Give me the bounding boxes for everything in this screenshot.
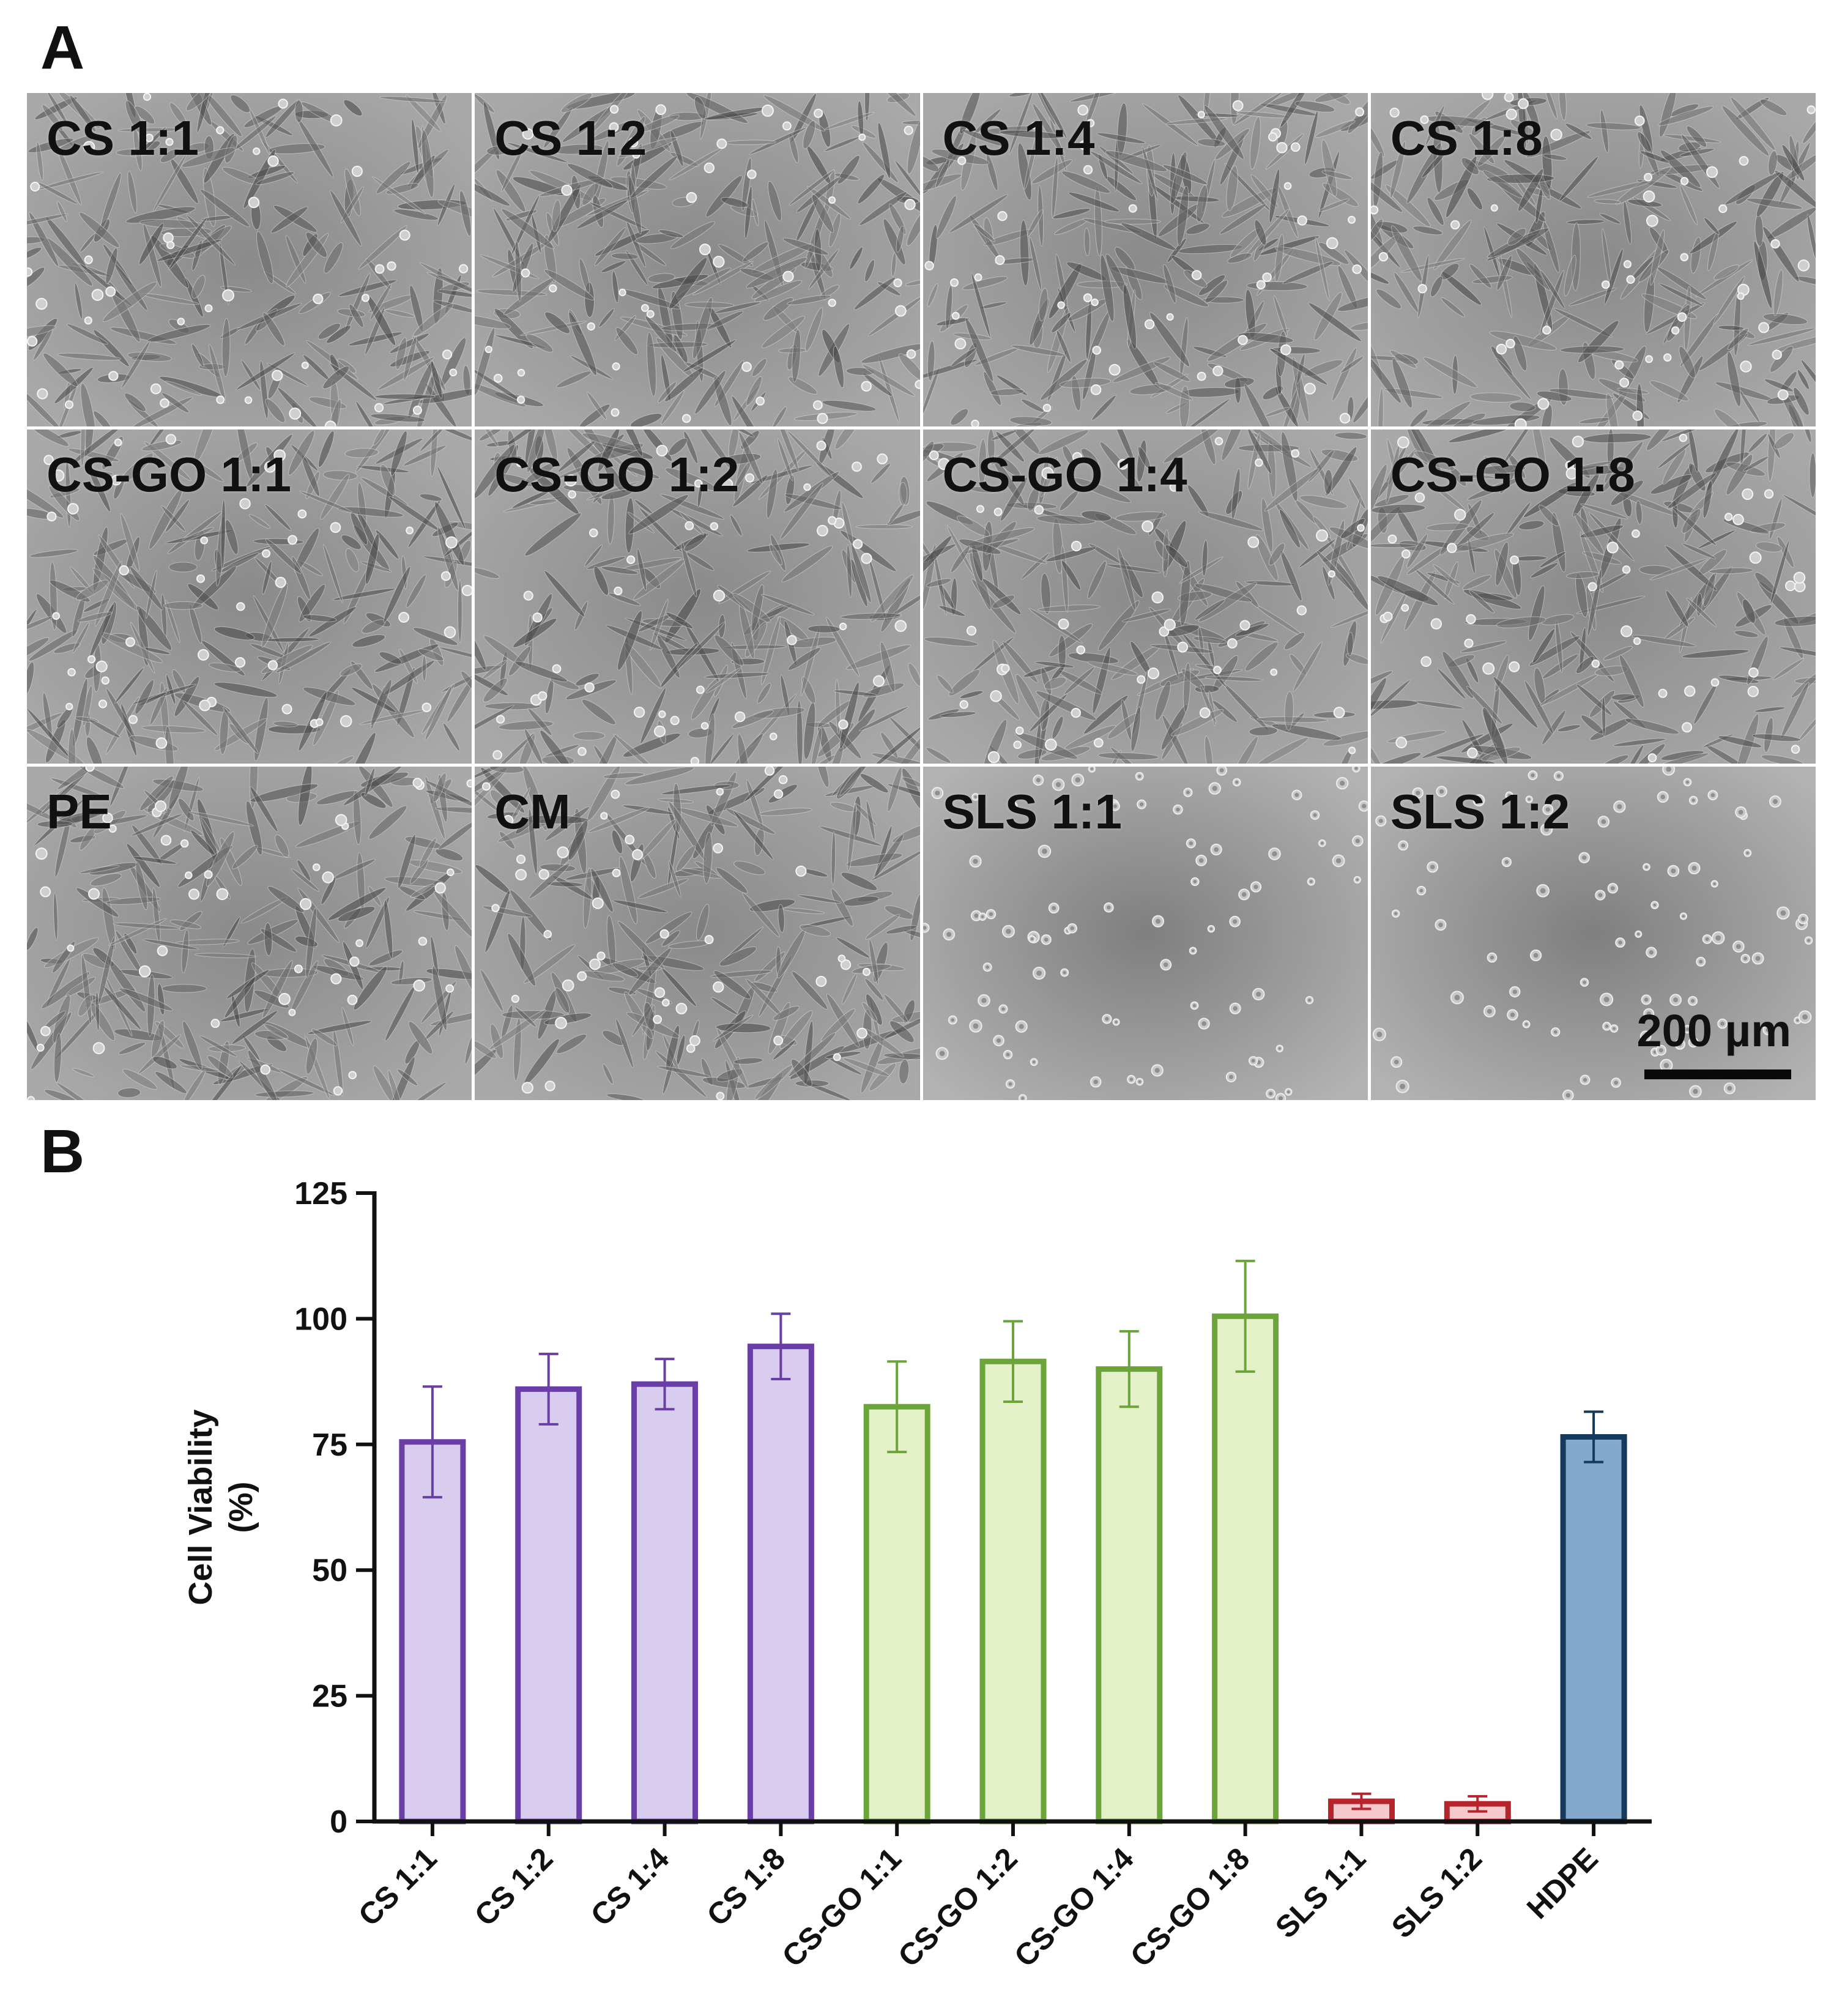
micrograph-tile: CS-GO 1:1 [27,430,472,764]
tile-label: CS 1:1 [46,111,199,165]
cell-micrograph-image [1370,93,1816,427]
bar [1096,1366,1163,1824]
cell-viability-chart: CS 1:1 CS 1:2 CS 1:4 CS 1:8 CS-GO 1:1 CS-GO 1… [0,1120,1834,2016]
cell-micrograph-image [475,93,920,427]
tile-label: CS-GO 1:1 [46,447,292,502]
cell-micrograph-image [923,93,1368,427]
x-tick-label: CS-GO 1:4 [1008,1841,1140,1974]
cell-micrograph-image [27,766,472,1100]
micrograph-tile: CS 1:8 [1370,93,1816,427]
x-tick-label: CS 1:1 [352,1841,444,1933]
scale-bar [1644,1069,1791,1079]
micrograph-tile: PE [27,766,472,1100]
bar [979,1358,1047,1824]
cell-micrograph-image [1370,766,1816,1100]
bar [1212,1313,1279,1824]
x-tick-label: HDPE [1520,1841,1605,1925]
micrograph-tile: CS-GO 1:4 [923,430,1368,764]
tile-label: SLS 1:1 [942,784,1122,839]
tile-label: CS 1:2 [494,111,647,165]
y-tick-label: 125 [294,1176,347,1211]
x-tick-label: SLS 1:1 [1269,1841,1372,1944]
bar-chart-svg: CS 1:1 CS 1:2 CS 1:4 CS 1:8CS-GO 1:1CS-GO 1… [182,1176,1652,1974]
tile-label: CS-GO 1:4 [942,447,1187,502]
micrograph-grid: CS 1:1 CS 1:2 CS 1:4 CS 1:8 CS-GO 1:1 CS-GO 1… [27,93,1816,1100]
bar [863,1404,930,1824]
tile-label: CS-GO 1:8 [1390,447,1635,502]
bar [399,1439,466,1824]
cell-micrograph-image [923,430,1368,764]
cell-micrograph-image [923,766,1368,1100]
panel-b-letter: B [40,1117,85,1186]
y-tick-label: 100 [294,1301,347,1337]
panel-a-letter: A [40,13,85,82]
x-tick-label: CS 1:2 [468,1841,560,1933]
micrograph-tile: CS 1:4 [923,93,1368,427]
x-tick-label: SLS 1:2 [1385,1841,1488,1944]
bar [747,1344,814,1824]
y-tick-label: 50 [312,1553,347,1588]
y-axis-label: Cell Viability [182,1409,219,1605]
micrograph-tile: SLS 1:1 [923,766,1368,1100]
y-axis-label: (%) [223,1482,259,1533]
x-tick-label: CS 1:4 [584,1841,676,1933]
tile-label: PE [46,784,112,839]
cell-micrograph-image [27,430,472,764]
tile-label: SLS 1:2 [1390,784,1570,839]
micrograph-tile: CM [475,766,920,1100]
micrograph-tile: CS 1:2 [475,93,920,427]
bar [1560,1434,1627,1824]
bar [631,1381,698,1824]
cell-micrograph-image [1370,430,1816,764]
bar [515,1386,582,1824]
micrograph-tile: SLS 1:2 200 µm [1370,766,1816,1100]
x-tick-label: CS-GO 1:1 [776,1841,908,1973]
tile-label: CS 1:8 [1390,111,1543,165]
x-tick-label: CS 1:8 [700,1841,792,1933]
cell-micrograph-image [27,93,472,427]
micrograph-tile: CS-GO 1:8 [1370,430,1816,764]
tile-label: CS 1:4 [942,111,1095,165]
y-tick-label: 0 [330,1804,347,1840]
y-tick-label: 75 [312,1427,347,1463]
cell-micrograph-image [475,766,920,1100]
tile-label: CS-GO 1:2 [494,447,740,502]
tile-label: CM [494,784,571,839]
cell-micrograph-image [475,430,920,764]
scale-bar-label: 200 µm [1636,1005,1791,1056]
x-tick-label: CS-GO 1:2 [891,1841,1023,1973]
micrograph-tile: CS 1:1 [27,93,472,427]
y-tick-label: 25 [312,1679,347,1714]
micrograph-tile: CS-GO 1:2 [475,430,920,764]
x-tick-label: CS-GO 1:8 [1124,1841,1256,1973]
